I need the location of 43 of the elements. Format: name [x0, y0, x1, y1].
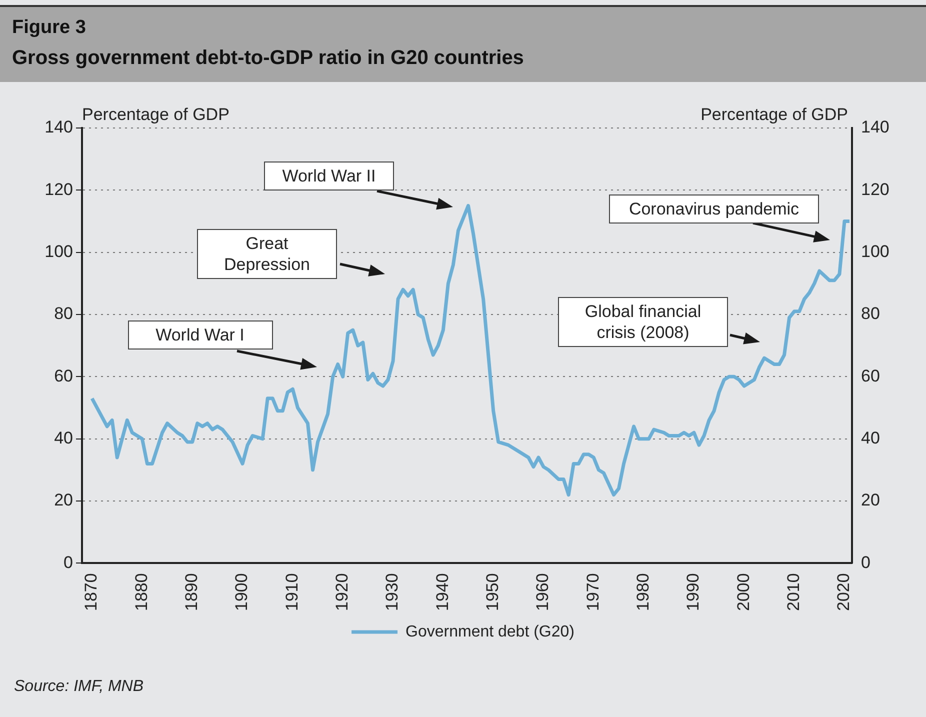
x-tick-label: 2010: [784, 573, 803, 612]
y-axis-title: Percentage of GDP: [82, 105, 230, 124]
x-tick-label: 1890: [182, 573, 202, 612]
y-tick-label: 20: [54, 490, 73, 510]
x-tick-label: 1990: [684, 573, 703, 612]
x-tick-label: 1900: [232, 573, 252, 612]
x-tick-label: 1910: [282, 573, 302, 612]
callout-box: Coronavirus pandemic: [609, 194, 819, 224]
y2-tick-label: 40: [861, 428, 880, 448]
y2-tick-label: 100: [861, 242, 890, 262]
x-tick-label: 2020: [834, 573, 854, 612]
y2-tick-label: 20: [861, 490, 880, 510]
chart-title: Gross government debt-to-GDP ratio in G20 countries: [12, 47, 524, 70]
callout-box: World War II: [264, 162, 394, 190]
y-tick-label: 140: [44, 118, 73, 137]
y-tick-label: 40: [54, 428, 73, 448]
x-tick-label: 1950: [483, 573, 502, 612]
source-note: Source: IMF, MNB: [14, 678, 144, 696]
callout-box: Global financial crisis (2008): [558, 297, 728, 347]
y2-tick-label: 80: [861, 304, 880, 324]
y2-tick-label: 60: [861, 366, 880, 386]
x-tick-label: 1940: [432, 573, 452, 612]
x-tick-label: 1980: [634, 573, 653, 612]
y-tick-label: 60: [54, 366, 73, 386]
y-tick-label: 100: [44, 242, 73, 262]
callout-box: World War I: [128, 320, 272, 350]
y2-tick-label: 120: [861, 180, 890, 199]
chart-subtitle: Figure 3: [12, 17, 86, 39]
callout-box: Great Depression: [197, 229, 337, 279]
x-tick-label: 1870: [82, 573, 101, 612]
y2-tick-label: 0: [861, 552, 870, 572]
y2-axis-title: Percentage of GDP: [700, 105, 848, 124]
x-tick-label: 1920: [332, 573, 352, 612]
legend-label: Government debt (G20): [406, 623, 574, 640]
y-tick-label: 120: [44, 180, 73, 199]
x-tick-label: 1960: [533, 573, 552, 612]
x-tick-label: 1930: [382, 573, 402, 612]
x-tick-label: 1970: [583, 573, 602, 612]
y-tick-label: 80: [54, 304, 73, 324]
x-tick-label: 2000: [734, 573, 753, 612]
x-tick-label: 1880: [132, 573, 151, 612]
y-tick-label: 0: [64, 552, 73, 572]
y2-tick-label: 140: [861, 118, 890, 137]
